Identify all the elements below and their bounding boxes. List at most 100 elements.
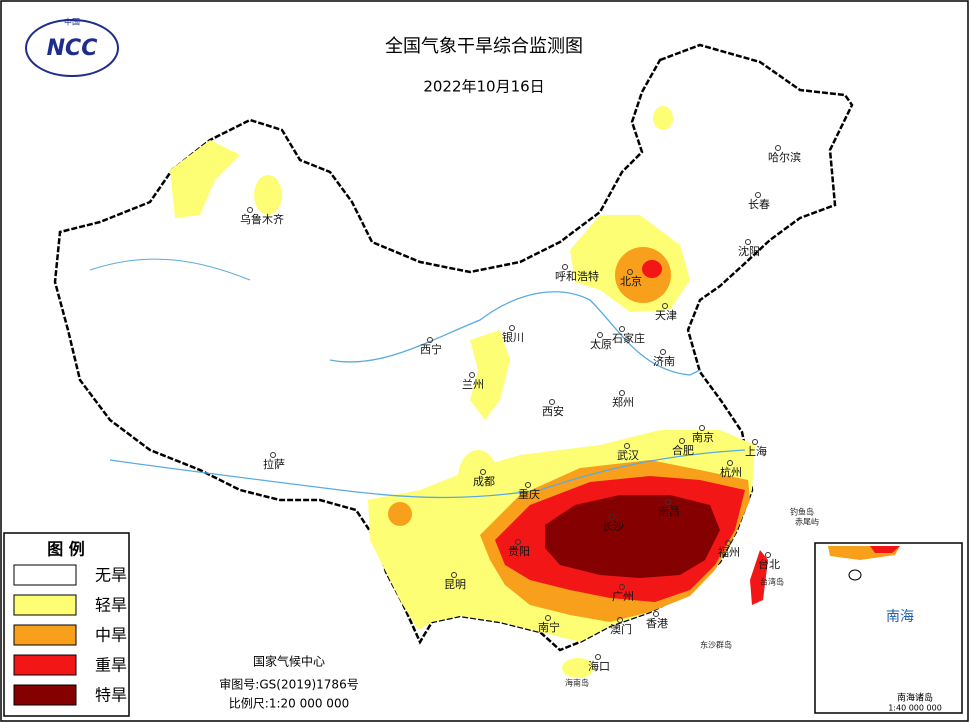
drought-moderate [388,502,412,526]
city-dot [725,540,731,546]
city-dot [699,425,705,431]
legend-swatch [13,624,77,646]
city-label: 香港 [646,617,668,630]
city-label: 北京 [620,274,642,288]
city-dot [727,460,733,466]
place-label: 台湾岛 [760,577,784,587]
legend-label: 无旱 [95,566,127,585]
drought-areas [170,106,768,678]
city-dot [765,552,771,558]
city-label: 石家庄 [612,331,645,345]
drought-light [653,106,673,130]
city-dot [427,337,433,343]
city-label: 福州 [718,545,740,559]
agency: 国家气候中心 [253,654,325,669]
city-label: 合肥 [672,443,694,457]
drought-severe [870,546,900,553]
city-dot [545,615,551,621]
inset-sea: 南海 [886,609,914,625]
city-label: 杭州 [720,465,742,479]
place-label: 赤尾屿 [795,518,819,527]
city-label: 武汉 [617,449,639,462]
approval: 审图号:GS(2019)1786号 [219,677,358,692]
city-dot [745,239,751,245]
legend-swatch [13,654,77,676]
city-dot [549,399,555,405]
city-dot [595,654,601,660]
inset: 南海 南海诸岛 1:40 000 000 [814,542,963,714]
city-label: 昆明 [444,578,466,591]
city-dot [775,145,781,151]
city-dot [617,617,623,623]
island [848,569,862,581]
map-title: 全国气象干旱综合监测图 [385,36,583,57]
legend-swatch [13,594,77,616]
city-label: 成都 [473,475,495,488]
drought-light [458,450,498,506]
city-dot [619,584,625,590]
city-label: 台北 [758,557,780,571]
city-dot [660,349,666,355]
city-label: 乌鲁木齐 [240,212,284,226]
city-dot [597,332,603,338]
city-dot [480,469,486,475]
city-label: 广州 [612,590,634,603]
city-label: 天津 [655,309,677,322]
city-dot [627,269,633,275]
city-dot [609,514,615,520]
city-label: 哈尔滨 [768,150,801,164]
scale: 比例尺:1:20 000 000 [229,697,349,711]
city-label: 沈阳 [738,244,760,258]
legend-label: 中旱 [95,626,127,645]
river [89,258,251,281]
city-label: 郑州 [612,395,634,409]
drought-severe [642,260,662,278]
city-dot [653,611,659,617]
map-date: 2022年10月16日 [423,78,544,96]
drought-extreme [545,495,720,578]
city-label: 长沙 [602,520,624,533]
city-label: 南宁 [538,620,560,634]
city-label: 南昌 [658,505,680,518]
city-label: 太原 [590,338,612,351]
river [329,291,701,376]
place-label: 钓鱼岛 [790,507,814,517]
legend-title: 图 例 [47,540,85,559]
city-dot [247,207,253,213]
drought-light [562,658,594,678]
inset-scale: 1:40 000 000 [888,704,942,713]
drought-severe [750,550,768,605]
river [109,449,746,499]
legend-swatch [13,564,77,586]
city-label: 南京 [692,430,714,444]
city-dot [509,325,515,331]
place-label: 东沙群岛 [700,640,732,650]
city-label: 西宁 [420,342,442,356]
city-dot [665,499,671,505]
city-label: 拉萨 [263,457,285,471]
city-dot [451,572,457,578]
city-dot [662,303,668,309]
drought-light [170,140,240,218]
city-dot [562,264,568,270]
city-label: 重庆 [518,487,540,501]
city-dot [619,390,625,396]
city-dot [619,326,625,332]
logo-text: NCC [47,36,98,61]
logo-top: 中国 [64,17,80,27]
city-dot [755,192,761,198]
inset-islands: 南海诸岛 [897,692,933,704]
city-dot [469,372,475,378]
city-dot [515,539,521,545]
city-dot [525,482,531,488]
city-dot [624,443,630,449]
city-label: 呼和浩特 [555,269,599,283]
city-label: 长春 [748,198,770,211]
drought-moderate [615,247,671,303]
city-label: 银川 [502,330,524,344]
city-label: 济南 [653,354,675,368]
